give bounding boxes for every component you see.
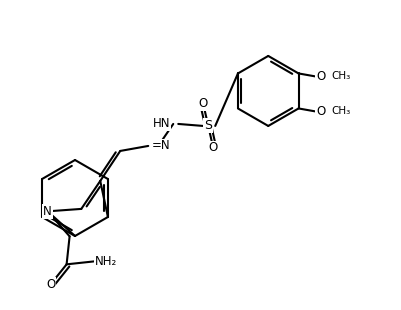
Text: CH₃: CH₃ bbox=[331, 106, 350, 117]
Text: =N: =N bbox=[152, 140, 171, 153]
Text: O: O bbox=[46, 278, 55, 291]
Text: S: S bbox=[204, 119, 212, 132]
Text: O: O bbox=[316, 70, 325, 83]
Text: O: O bbox=[316, 105, 325, 118]
Text: CH₃: CH₃ bbox=[331, 71, 350, 82]
Text: N: N bbox=[43, 205, 52, 218]
Text: HN: HN bbox=[153, 117, 170, 131]
Text: NH₂: NH₂ bbox=[95, 255, 117, 268]
Text: O: O bbox=[209, 141, 218, 154]
Text: O: O bbox=[198, 97, 208, 110]
